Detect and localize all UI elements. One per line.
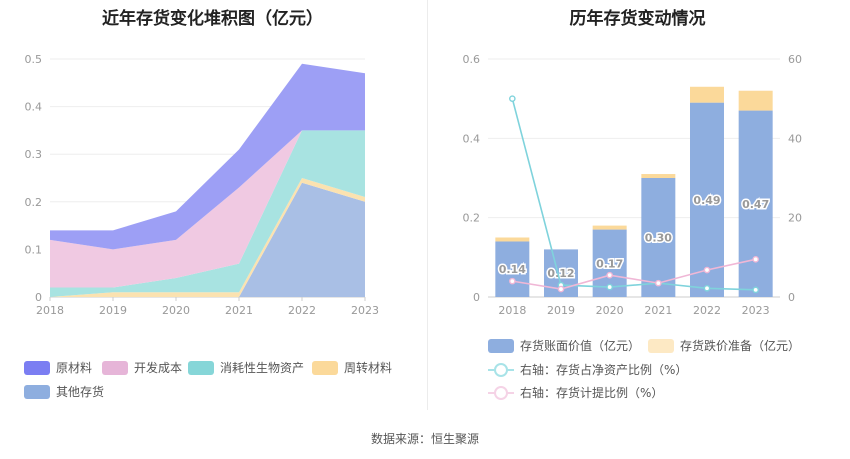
legend-line-swatch — [488, 362, 514, 377]
chart-divider — [427, 0, 428, 410]
line-series — [511, 98, 756, 291]
y-tick-label: 0.6 — [463, 53, 481, 66]
legend-label: 右轴：存货计提比例（%） — [520, 386, 664, 400]
data-source: 数据来源：恒生聚源 — [370, 432, 479, 446]
line-point — [606, 283, 613, 291]
y2-tick-label: 20 — [788, 212, 802, 225]
y2-tick-label: 60 — [788, 53, 802, 66]
y2-tick-label: 40 — [788, 132, 802, 145]
x-tick-label: 2019 — [547, 304, 575, 317]
legend-item-raw-materials[interactable]: 原材料 — [24, 359, 92, 376]
line-point — [509, 277, 516, 285]
y2-tick-label: 0 — [788, 291, 795, 304]
area-series — [50, 130, 365, 288]
x-tick-label: 2020 — [596, 304, 624, 317]
bar-impairment-reserve — [690, 86, 724, 103]
legend-swatch — [488, 338, 514, 353]
y-tick-label: 0 — [473, 291, 480, 304]
bar-impairment-reserve — [641, 174, 676, 178]
legend-swatch — [312, 360, 338, 375]
bar-data-label: 0.30 — [645, 232, 672, 245]
legend-item-inventory-ratio[interactable]: 右轴：存货占净资产比例（%） — [488, 361, 687, 378]
x-tick-label: 2021 — [644, 304, 672, 317]
bar-book-value — [495, 241, 530, 297]
legend-item-other-inventory[interactable]: 其他存货 — [24, 383, 104, 400]
y-tick-label: 0.3 — [25, 148, 43, 161]
bar-data-label: 0.12 — [547, 267, 574, 280]
bar-impairment-reserve — [738, 90, 773, 111]
x-tick-label: 2023 — [351, 304, 379, 317]
right-chart-title: 历年存货变动情况 — [569, 9, 706, 29]
line-point — [703, 266, 711, 274]
legend-swatch — [24, 360, 50, 375]
legend-label: 存货跌价准备（亿元） — [680, 339, 801, 353]
line-point — [752, 286, 759, 294]
line-point — [655, 279, 662, 287]
legend-swatch — [102, 360, 128, 375]
legend-swatch — [648, 338, 674, 353]
y-tick-label: 0.5 — [25, 53, 43, 66]
line-series — [512, 258, 756, 290]
legend-line-swatch — [488, 385, 514, 400]
legend-swatch — [188, 360, 214, 375]
x-tick-label: 2021 — [225, 304, 253, 317]
line-point — [703, 284, 711, 292]
bar-book-value — [738, 110, 773, 297]
x-tick-label: 2018 — [36, 304, 64, 317]
x-tick-label: 2019 — [99, 304, 127, 317]
legend-item-turnover-materials[interactable]: 周转材料 — [312, 359, 392, 376]
area-series — [50, 63, 365, 250]
left-chart-title: 近年存货变化堆积图（亿元） — [102, 9, 323, 29]
y-tick-label: 0.4 — [25, 101, 43, 114]
x-tick-label: 2022 — [288, 304, 316, 317]
bar-data-label: 0.47 — [742, 198, 769, 211]
legend-label: 开发成本 — [134, 361, 183, 375]
legend-label: 右轴：存货占净资产比例（%） — [520, 363, 688, 377]
bar-impairment-reserve — [592, 225, 627, 230]
x-tick-label: 2023 — [742, 304, 770, 317]
legend-swatch — [24, 384, 50, 399]
bar-book-value — [690, 102, 724, 297]
area-series — [50, 130, 365, 297]
legend-item-development-cost[interactable]: 开发成本 — [102, 359, 182, 376]
legend-item-biological-assets[interactable]: 消耗性生物资产 — [188, 359, 304, 376]
legend-label: 原材料 — [56, 361, 93, 375]
bar-impairment-reserve — [495, 237, 530, 242]
bar-data-label: 0.14 — [499, 263, 526, 276]
legend-label: 消耗性生物资产 — [220, 361, 305, 375]
bar-data-label: 0.49 — [693, 194, 720, 207]
legend-item-provision-ratio[interactable]: 右轴：存货计提比例（%） — [488, 384, 663, 401]
y-tick-label: 0.2 — [463, 212, 481, 225]
line-point — [752, 256, 759, 263]
legend-item-book-value[interactable]: 存货账面价值（亿元） — [488, 337, 640, 354]
bar-data-label: 0.17 — [596, 257, 623, 270]
y-tick-label: 0.4 — [463, 132, 481, 145]
line-point — [509, 95, 516, 102]
y-tick-label: 0 — [35, 291, 42, 304]
bar-book-value — [641, 178, 676, 297]
x-tick-label: 2022 — [693, 304, 721, 317]
legend-label: 周转材料 — [344, 361, 393, 375]
legend-label: 其他存货 — [56, 385, 105, 399]
line-point — [557, 285, 565, 293]
legend-item-impairment-reserve[interactable]: 存货跌价准备（亿元） — [648, 337, 800, 354]
legend-label: 存货账面价值（亿元） — [520, 339, 641, 353]
area-series — [50, 178, 365, 297]
line-point — [606, 271, 613, 279]
x-tick-label: 2018 — [498, 304, 526, 317]
y-tick-label: 0.1 — [25, 243, 43, 256]
x-tick-label: 2020 — [162, 304, 190, 317]
y-tick-label: 0.2 — [25, 196, 43, 209]
